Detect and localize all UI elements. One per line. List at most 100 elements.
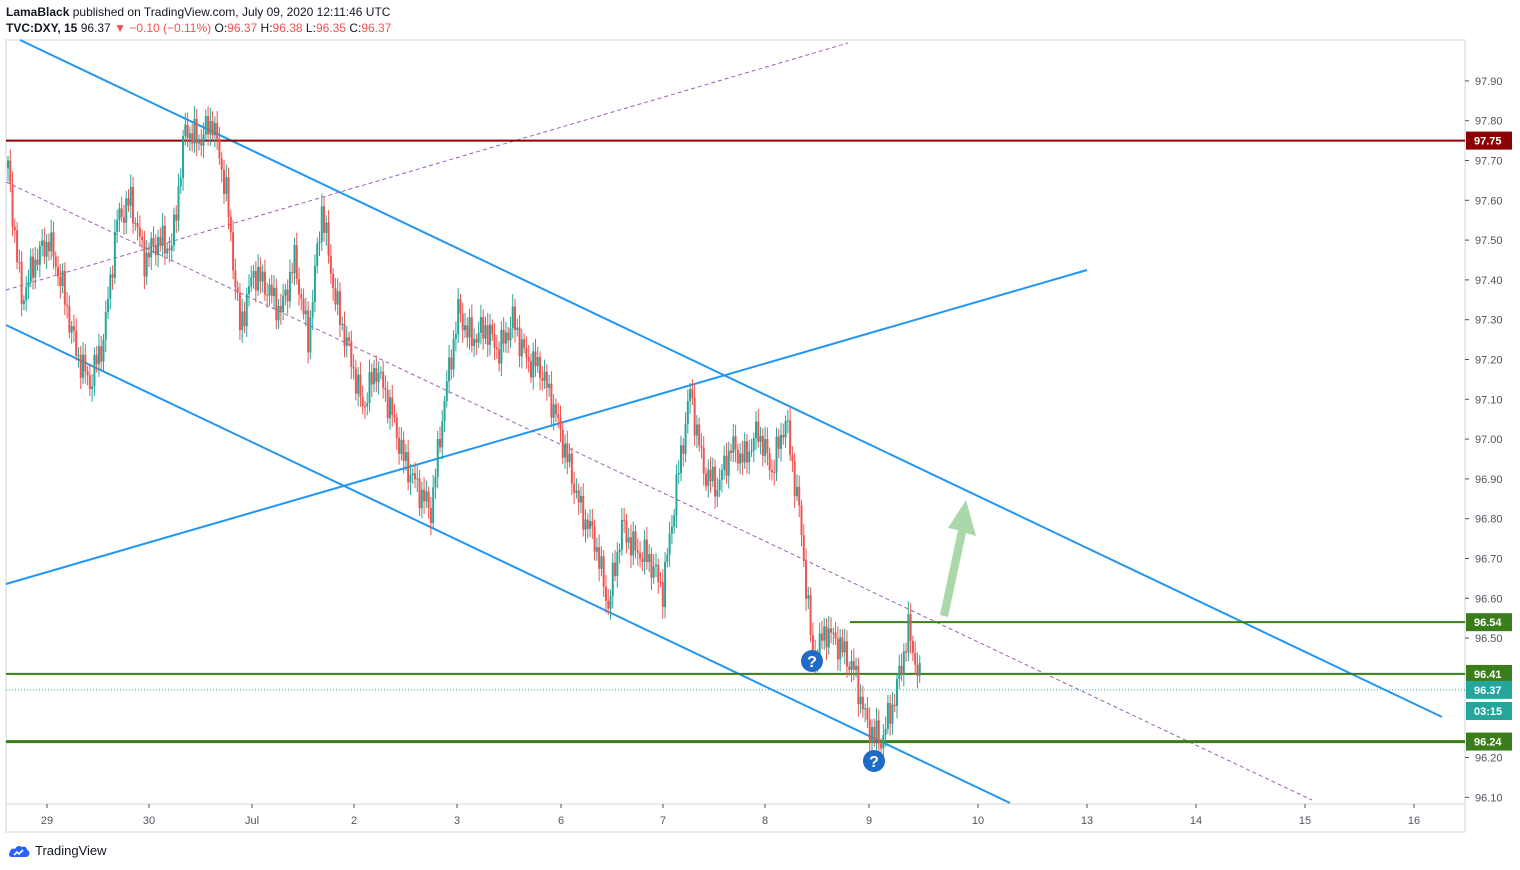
candle-body [311, 301, 314, 318]
tradingview-brand[interactable]: TradingView [8, 843, 107, 858]
candle [88, 363, 91, 397]
candle [866, 697, 869, 728]
candle-body [734, 436, 737, 450]
candle-body [391, 397, 394, 416]
candle-body [643, 539, 646, 563]
candle-body [411, 473, 414, 476]
candle-body [489, 324, 492, 345]
candle [609, 589, 612, 620]
candle-body [845, 641, 848, 667]
candle [673, 508, 676, 534]
candle-body [332, 273, 335, 289]
price-label-03:15[interactable]: 03:15 [1466, 702, 1512, 720]
candle [193, 106, 196, 154]
candle [718, 468, 721, 498]
candle-body [384, 387, 387, 390]
candle-body [755, 421, 758, 439]
y-tick-label: 97.40 [1475, 275, 1503, 287]
candle [825, 618, 828, 661]
y-tick-label: 96.20 [1475, 753, 1503, 765]
price-label-96.37[interactable]: 96.37 [1466, 680, 1512, 699]
close-value: 96.37 [361, 21, 392, 35]
candle-body [752, 438, 755, 451]
candle [518, 314, 521, 368]
candle-body [654, 564, 657, 567]
price-axis[interactable]: 97.90 97.80 97.70 97.60 97.50 97.40 97.30 97.20… [1465, 76, 1512, 804]
trend-line-5[interactable] [5, 181, 1313, 801]
candle [504, 321, 507, 353]
candle-body [102, 339, 105, 362]
candle [620, 508, 623, 556]
candle-body [686, 401, 689, 425]
candle [409, 463, 412, 496]
question-icon[interactable]: ? [801, 650, 823, 672]
up-arrow-annotation[interactable] [940, 500, 976, 617]
trend-line-4[interactable] [5, 42, 849, 291]
candle [184, 112, 187, 146]
author-name[interactable]: LamaBlack [6, 5, 70, 19]
candle-body [100, 346, 103, 362]
candle-body [170, 245, 173, 251]
candle [789, 407, 792, 462]
candle-body [316, 243, 319, 266]
candle [911, 635, 914, 662]
time-axis[interactable]: 29 30 Jul 2 3 6 7 8 9 10 13 14 15 16 [6, 803, 1465, 827]
candle [93, 347, 96, 396]
candle-body [550, 383, 553, 418]
price-label-97.75[interactable]: 97.75 [1466, 131, 1512, 150]
trend-line-1[interactable] [19, 39, 1443, 718]
candle-body [45, 241, 48, 257]
candle [484, 316, 487, 345]
y-tick-label: 96.50 [1475, 633, 1503, 645]
candle [589, 509, 592, 537]
candle-body [811, 634, 814, 651]
candle [329, 244, 332, 284]
candle-body [652, 566, 655, 578]
candle [391, 385, 394, 427]
candle-body [827, 628, 830, 648]
trend-line-2[interactable] [5, 324, 1011, 804]
candle-body [382, 371, 385, 388]
candle [438, 426, 441, 453]
candle [136, 211, 139, 241]
candle [707, 459, 710, 498]
trend-line-3[interactable] [5, 269, 1088, 585]
candle [25, 276, 28, 312]
candle-body [582, 495, 585, 530]
candle-body [82, 354, 85, 378]
price-label-96.24[interactable]: 96.24 [1466, 732, 1512, 751]
candle-body [245, 294, 248, 327]
candle [311, 289, 314, 330]
candle [918, 655, 921, 683]
candle [511, 294, 514, 339]
question-icon[interactable]: ? [863, 750, 885, 772]
candle-body [711, 466, 714, 482]
candle-body [70, 326, 73, 333]
candle-body [791, 454, 794, 461]
candle-body [32, 256, 35, 278]
candle [66, 292, 69, 319]
candle [332, 268, 335, 301]
candle-body [789, 420, 792, 455]
candle-body [459, 298, 462, 314]
candle [857, 657, 860, 717]
annotations: ?? [801, 500, 976, 772]
candle-body [539, 357, 542, 378]
candle-body [118, 208, 121, 221]
candle-body [152, 237, 155, 247]
candle-body [393, 415, 396, 418]
candle-body [357, 374, 360, 394]
candle-body [273, 287, 276, 297]
candle-body [504, 332, 507, 344]
candle-body [518, 327, 521, 357]
price-label-96.41[interactable]: 96.41 [1466, 664, 1512, 683]
candle [288, 259, 291, 309]
price-label-96.54[interactable]: 96.54 [1466, 613, 1512, 632]
candle [723, 445, 726, 480]
candle [520, 328, 523, 369]
candle-body [889, 703, 892, 724]
candle-body [557, 414, 560, 418]
candle-body [784, 420, 787, 438]
candle-body [25, 287, 28, 301]
